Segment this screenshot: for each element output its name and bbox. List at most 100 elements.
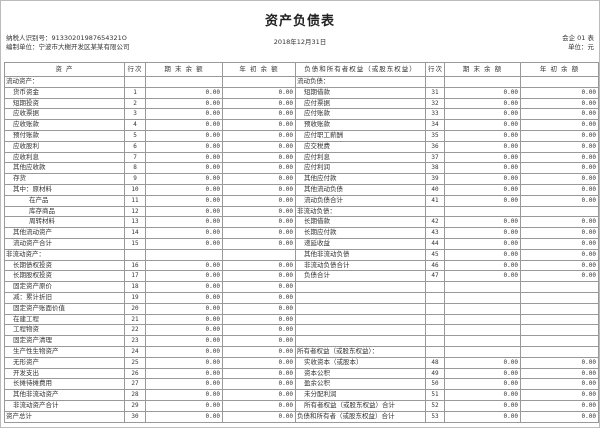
liability-item-name: 其他非流动负债 bbox=[295, 248, 426, 261]
liability-begin-balance: 0.00 bbox=[520, 97, 599, 110]
asset-item-name: 应收账款 bbox=[4, 119, 125, 131]
asset-end-balance: 0.00 bbox=[145, 345, 223, 358]
liability-end-balance: 0.00 bbox=[444, 259, 521, 272]
liability-end-balance bbox=[444, 313, 521, 326]
liability-line-no: 34 bbox=[425, 119, 445, 131]
asset-line-no: 29 bbox=[124, 399, 146, 412]
asset-item-name: 固定资产账面价值 bbox=[4, 302, 125, 315]
asset-line-no: 22 bbox=[124, 324, 146, 337]
table-row: 预付账款 5 0.00 0.00 应付职工薪酬 35 0.00 0.00 bbox=[4, 129, 599, 142]
liability-item-name: 盈余公积 bbox=[295, 378, 426, 391]
header-line-no: 行次 bbox=[124, 62, 146, 77]
liability-item-name: 应付票据 bbox=[295, 97, 426, 110]
asset-line-no: 28 bbox=[124, 389, 146, 401]
asset-item-name: 存货 bbox=[4, 173, 125, 185]
liability-end-balance: 0.00 bbox=[444, 399, 521, 412]
asset-begin-balance: 0.00 bbox=[222, 259, 296, 272]
liability-item-name: 短期借款 bbox=[295, 86, 426, 99]
asset-end-balance: 0.00 bbox=[145, 281, 223, 293]
liability-begin-balance: 0.00 bbox=[520, 378, 599, 391]
liability-item-name: 递延收益 bbox=[295, 237, 426, 250]
asset-item-name: 预付账款 bbox=[4, 129, 125, 142]
asset-item-name: 工程物资 bbox=[4, 324, 125, 337]
liability-end-balance bbox=[444, 205, 521, 218]
liability-line-no bbox=[425, 76, 445, 88]
liability-begin-balance: 0.00 bbox=[520, 410, 599, 423]
liability-end-balance bbox=[444, 335, 521, 347]
liability-end-balance: 0.00 bbox=[444, 173, 521, 185]
asset-begin-balance: 0.00 bbox=[222, 389, 296, 401]
liability-item-name bbox=[295, 313, 426, 326]
liability-end-balance: 0.00 bbox=[444, 378, 521, 391]
asset-line-no: 2 bbox=[124, 97, 146, 110]
asset-end-balance: 0.00 bbox=[145, 140, 223, 153]
asset-line-no: 17 bbox=[124, 270, 146, 283]
liability-item-name bbox=[295, 281, 426, 293]
asset-line-no: 19 bbox=[124, 291, 146, 304]
taxpayer-id: 纳税人识别号：91330201987654321O bbox=[6, 34, 127, 42]
header-line-no: 行次 bbox=[425, 62, 445, 77]
asset-end-balance: 0.00 bbox=[145, 86, 223, 99]
asset-begin-balance: 0.00 bbox=[222, 356, 296, 369]
liability-item-name: 所有者权益（或股东权益）： bbox=[295, 345, 426, 358]
asset-end-balance: 0.00 bbox=[145, 237, 223, 250]
liability-item-name: 负债和所有者（或股东权益）合计 bbox=[295, 410, 426, 423]
table-row: 应收股利 6 0.00 0.00 应交税费 36 0.00 0.00 bbox=[4, 140, 599, 153]
liability-item-name: 应付职工薪酬 bbox=[295, 129, 426, 142]
asset-item-name: 长期股权投资 bbox=[4, 270, 125, 283]
asset-begin-balance: 0.00 bbox=[222, 302, 296, 315]
liability-line-no bbox=[425, 302, 445, 315]
asset-end-balance bbox=[145, 76, 223, 88]
liability-line-no: 49 bbox=[425, 367, 445, 380]
liability-line-no: 44 bbox=[425, 237, 445, 250]
asset-begin-balance: 0.00 bbox=[222, 335, 296, 347]
asset-line-no: 4 bbox=[124, 119, 146, 131]
liability-line-no: 42 bbox=[425, 216, 445, 229]
liability-end-balance: 0.00 bbox=[444, 108, 521, 121]
liability-begin-balance: 0.00 bbox=[520, 194, 599, 207]
asset-end-balance: 0.00 bbox=[145, 313, 223, 326]
asset-begin-balance: 0.00 bbox=[222, 194, 296, 207]
asset-item-name: 在建工程 bbox=[4, 313, 125, 326]
liability-item-name: 其他流动负债 bbox=[295, 183, 426, 196]
liability-item-name: 应付利润 bbox=[295, 162, 426, 175]
table-row: 固定资产账面价值 20 0.00 0.00 bbox=[4, 302, 599, 315]
asset-item-name: 应收利息 bbox=[4, 151, 125, 164]
liability-item-name: 长期借款 bbox=[295, 216, 426, 229]
liability-begin-balance: 0.00 bbox=[520, 270, 599, 283]
liability-line-no: 47 bbox=[425, 270, 445, 283]
asset-line-no: 21 bbox=[124, 313, 146, 326]
liability-end-balance: 0.00 bbox=[444, 151, 521, 164]
liability-item-name: 流动负债合计 bbox=[295, 194, 426, 207]
liability-begin-balance: 0.00 bbox=[520, 129, 599, 142]
asset-item-name: 非流动资产合计 bbox=[4, 399, 125, 412]
table-row: 资产总计 30 0.00 0.00 负债和所有者（或股东权益）合计 53 0.00 0.00 bbox=[4, 410, 599, 423]
liability-begin-balance: 0.00 bbox=[520, 173, 599, 185]
liability-line-no bbox=[425, 335, 445, 347]
asset-item-name: 其中：原材料 bbox=[4, 183, 125, 196]
asset-begin-balance: 0.00 bbox=[222, 270, 296, 283]
table-row: 流动资产合计 15 0.00 0.00 递延收益 44 0.00 0.00 bbox=[4, 237, 599, 250]
liability-end-balance: 0.00 bbox=[444, 97, 521, 110]
asset-end-balance: 0.00 bbox=[145, 97, 223, 110]
asset-item-name: 无形资产 bbox=[4, 356, 125, 369]
liability-begin-balance bbox=[520, 291, 599, 304]
liability-line-no: 46 bbox=[425, 259, 445, 272]
liability-begin-balance bbox=[520, 76, 599, 88]
table-row: 固定资产清理 23 0.00 0.00 bbox=[4, 335, 599, 347]
asset-begin-balance: 0.00 bbox=[222, 313, 296, 326]
balance-sheet-table: 资 产 行次 期 末 余 额 年 初 余 额 负债和所有者权益（或股东权益） 行… bbox=[4, 62, 599, 423]
liability-line-no: 50 bbox=[425, 378, 445, 391]
table-row: 固定资产原价 18 0.00 0.00 bbox=[4, 281, 599, 293]
liability-item-name: 预收账款 bbox=[295, 119, 426, 131]
asset-begin-balance: 0.00 bbox=[222, 399, 296, 412]
table-row: 其中：原材料 10 0.00 0.00 其他流动负债 40 0.00 0.00 bbox=[4, 183, 599, 196]
table-row: 应收账款 4 0.00 0.00 预收账款 34 0.00 0.00 bbox=[4, 119, 599, 131]
asset-begin-balance: 0.00 bbox=[222, 97, 296, 110]
liability-item-name: 应交税费 bbox=[295, 140, 426, 153]
liability-line-no: 39 bbox=[425, 173, 445, 185]
asset-begin-balance: 0.00 bbox=[222, 108, 296, 121]
asset-item-name: 非流动资产： bbox=[4, 248, 125, 261]
liability-end-balance: 0.00 bbox=[444, 86, 521, 99]
asset-end-balance: 0.00 bbox=[145, 205, 223, 218]
